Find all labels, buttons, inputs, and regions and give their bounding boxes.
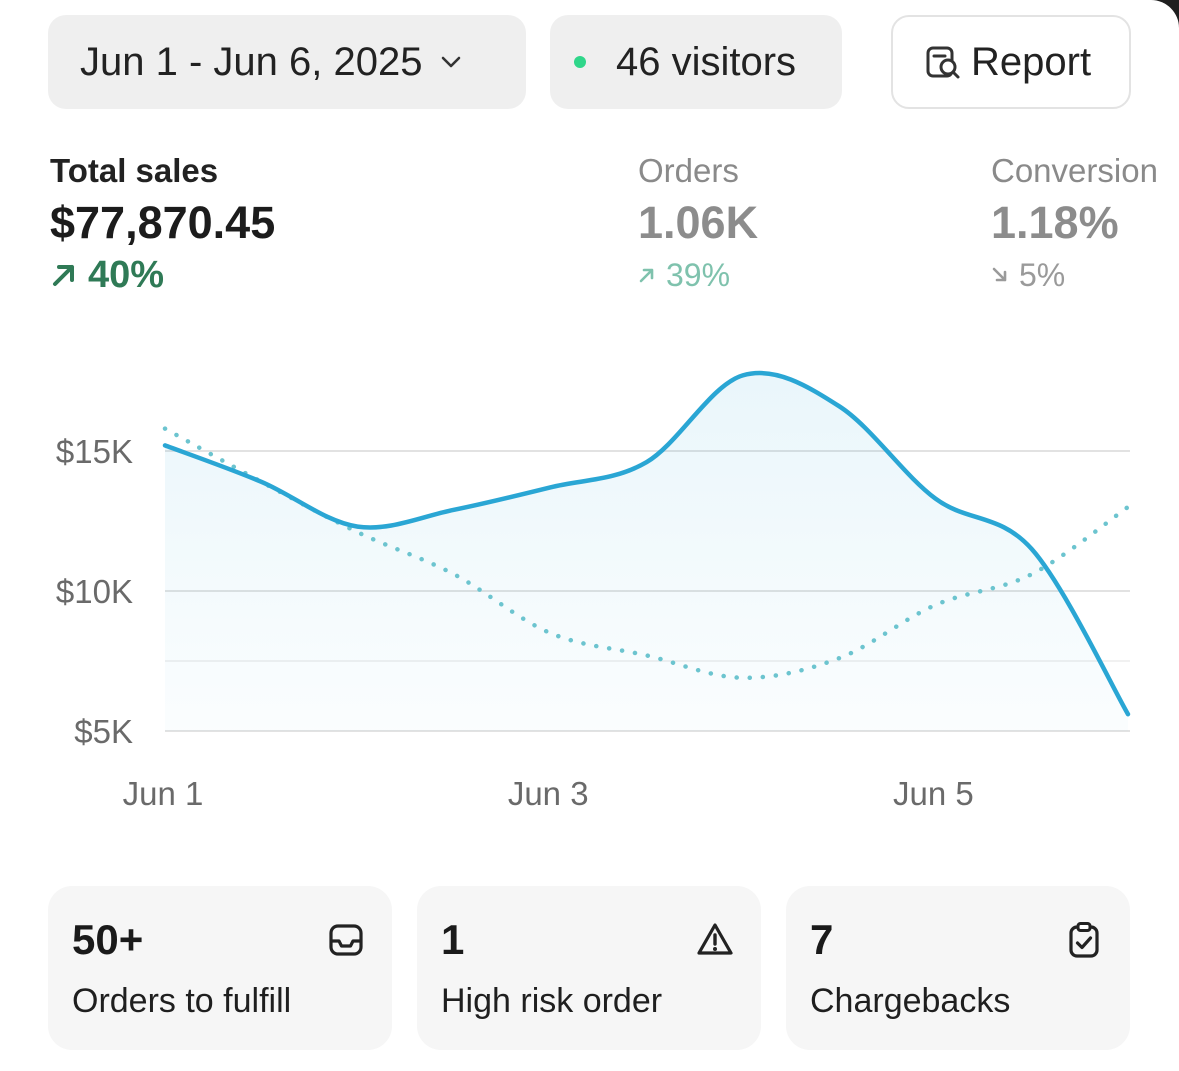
stat-label: High risk order xyxy=(441,982,663,1020)
sales-area-fill xyxy=(165,373,1128,731)
arrow-down-right-icon xyxy=(991,266,1009,284)
x-tick-label: Jun 5 xyxy=(893,775,974,812)
metric-delta-value: 39% xyxy=(666,257,731,293)
metric-orders[interactable]: Orders 1.06K 39% xyxy=(638,150,758,298)
clipboard-check-icon xyxy=(1069,922,1099,958)
inbox-icon xyxy=(329,924,363,956)
stat-value: 1 xyxy=(441,916,465,963)
visitors-badge[interactable]: 46 visitors xyxy=(550,15,842,109)
metric-label: Conversion xyxy=(991,152,1158,189)
chevron-down-icon xyxy=(440,55,462,69)
report-button[interactable]: Report xyxy=(891,15,1131,109)
report-label: Report xyxy=(971,39,1092,84)
metric-label: Total sales xyxy=(50,152,219,189)
date-range-label: Jun 1 - Jun 6, 2025 xyxy=(80,39,423,84)
stat-card-high-risk-order[interactable]: 1 High risk order xyxy=(417,886,761,1050)
metric-delta: 39% xyxy=(638,252,758,298)
stat-label: Chargebacks xyxy=(810,982,1011,1020)
metric-label: Orders xyxy=(638,152,739,189)
visitors-label: 46 visitors xyxy=(616,39,797,84)
live-dot-icon xyxy=(574,56,586,68)
y-tick-label: $10K xyxy=(56,573,133,610)
y-tick-label: $15K xyxy=(56,433,133,470)
stat-card-chargebacks[interactable]: 7 Chargebacks xyxy=(786,886,1130,1050)
stat-value: 7 xyxy=(810,916,834,963)
sales-line-chart[interactable]: $15K $10K $5K Jun 1 Jun 3 Jun 5 xyxy=(0,330,1179,830)
metric-value: $77,870.45 xyxy=(50,197,276,248)
metric-conversion[interactable]: Conversion 1.18% 5% xyxy=(991,150,1179,298)
x-tick-label: Jun 3 xyxy=(508,775,589,812)
metric-total-sales[interactable]: Total sales $77,870.45 40% xyxy=(50,150,275,298)
metric-value: 1.18% xyxy=(991,197,1119,248)
metric-delta-value: 40% xyxy=(88,254,165,296)
date-range-picker[interactable]: Jun 1 - Jun 6, 2025 xyxy=(48,15,526,109)
y-tick-label: $5K xyxy=(74,713,133,750)
stat-label: Orders to fulfill xyxy=(72,982,292,1020)
series-line-current xyxy=(162,370,1131,717)
metric-delta-value: 5% xyxy=(1019,257,1066,293)
stat-value: 50+ xyxy=(72,916,144,963)
metric-delta: 40% xyxy=(50,252,275,298)
metric-delta: 5% xyxy=(991,252,1179,298)
report-search-icon xyxy=(923,42,963,82)
warning-icon xyxy=(697,923,733,955)
arrow-up-right-icon xyxy=(638,266,656,284)
arrow-up-right-icon xyxy=(50,261,78,289)
stat-card-orders-to-fulfill[interactable]: 50+ Orders to fulfill xyxy=(48,886,392,1050)
metric-value: 1.06K xyxy=(638,197,759,248)
x-tick-label: Jun 1 xyxy=(123,775,204,812)
